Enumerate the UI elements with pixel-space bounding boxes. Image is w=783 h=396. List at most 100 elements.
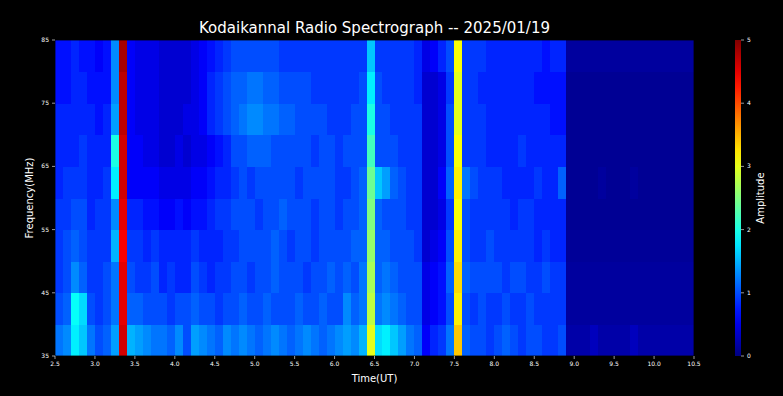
heatmap-cell <box>327 293 335 325</box>
heatmap-cell <box>582 230 590 262</box>
heatmap-cell <box>311 324 319 356</box>
x-tick-label: 4.0 <box>170 360 180 367</box>
heatmap-cell <box>239 324 247 356</box>
heatmap-cell <box>127 198 135 230</box>
heatmap-cell <box>486 166 494 198</box>
heatmap-cell <box>271 135 279 167</box>
heatmap-cell <box>135 230 143 262</box>
heatmap-cell <box>351 72 359 104</box>
heatmap-cell <box>207 198 215 230</box>
heatmap-cell <box>375 166 383 198</box>
heatmap-cell <box>319 230 327 262</box>
heatmap-cell <box>614 40 622 72</box>
heatmap-cell <box>462 230 470 262</box>
heatmap-cell <box>526 324 534 356</box>
heatmap-cell <box>462 324 470 356</box>
heatmap-cell <box>438 324 446 356</box>
heatmap-cell <box>55 324 63 356</box>
heatmap-cell <box>367 135 375 167</box>
heatmap-cell <box>191 103 199 135</box>
y-tick <box>52 166 55 167</box>
heatmap-cell <box>159 261 167 293</box>
heatmap-cell <box>630 261 638 293</box>
heatmap-cell <box>510 166 518 198</box>
heatmap-cell <box>183 261 191 293</box>
heatmap-cell <box>247 135 255 167</box>
heatmap-cell <box>494 72 502 104</box>
heatmap-cell <box>678 293 686 325</box>
heatmap-cell <box>103 103 111 135</box>
heatmap-cell <box>646 103 654 135</box>
heatmap-cell <box>534 230 542 262</box>
heatmap-cell <box>518 166 526 198</box>
heatmap-cell <box>343 198 351 230</box>
heatmap-cell <box>614 103 622 135</box>
heatmap-cell <box>335 230 343 262</box>
heatmap-cell <box>590 40 598 72</box>
x-tick <box>134 356 135 359</box>
heatmap-cell <box>430 166 438 198</box>
heatmap-cell <box>287 198 295 230</box>
heatmap-cell <box>287 230 295 262</box>
x-tick <box>214 356 215 359</box>
heatmap-cell <box>343 324 351 356</box>
heatmap-cell <box>63 324 71 356</box>
heatmap-cell <box>494 293 502 325</box>
heatmap-cell <box>127 293 135 325</box>
heatmap-cell <box>271 230 279 262</box>
heatmap-cell <box>359 230 367 262</box>
heatmap-cell <box>95 40 103 72</box>
x-tick <box>174 356 175 359</box>
heatmap-cell <box>566 293 574 325</box>
heatmap-cell <box>327 135 335 167</box>
heatmap-cell <box>670 293 678 325</box>
heatmap-cell <box>143 103 151 135</box>
heatmap-cell <box>351 166 359 198</box>
heatmap-cell <box>183 293 191 325</box>
heatmap-cell <box>127 166 135 198</box>
heatmap-cell <box>231 324 239 356</box>
heatmap-cell <box>319 40 327 72</box>
heatmap-cell <box>406 198 414 230</box>
heatmap-cell <box>151 72 159 104</box>
heatmap-cell <box>606 261 614 293</box>
colorbar-tick <box>741 166 744 167</box>
heatmap-cell <box>486 293 494 325</box>
heatmap-cell <box>622 135 630 167</box>
heatmap-cell <box>71 72 79 104</box>
x-tick-label: 7.5 <box>450 360 460 367</box>
heatmap-cell <box>327 103 335 135</box>
heatmap-cell <box>382 40 390 72</box>
heatmap-cell <box>454 40 462 72</box>
heatmap-cell <box>231 40 239 72</box>
heatmap-cell <box>215 135 223 167</box>
heatmap-cell <box>63 293 71 325</box>
heatmap-cell <box>454 103 462 135</box>
x-tick-label: 4.5 <box>210 360 220 367</box>
heatmap-cell <box>287 261 295 293</box>
heatmap-cell <box>191 324 199 356</box>
heatmap-cell <box>175 293 183 325</box>
heatmap-cell <box>646 230 654 262</box>
heatmap-cell <box>215 72 223 104</box>
heatmap-cell <box>319 72 327 104</box>
heatmap-cell <box>542 293 550 325</box>
heatmap-cell <box>207 324 215 356</box>
heatmap-cell <box>247 293 255 325</box>
heatmap-cell <box>510 40 518 72</box>
heatmap-cell <box>319 324 327 356</box>
heatmap-cell <box>287 324 295 356</box>
heatmap-cell <box>670 135 678 167</box>
x-tick-label: 5.0 <box>250 360 260 367</box>
x-axis-label: Time(UT) <box>351 373 398 384</box>
heatmap-cell <box>71 166 79 198</box>
heatmap-cell <box>462 198 470 230</box>
y-tick <box>52 292 55 293</box>
heatmap-cell <box>670 72 678 104</box>
heatmap-cell <box>295 135 303 167</box>
heatmap-cell <box>143 72 151 104</box>
heatmap-cell <box>422 166 430 198</box>
heatmap-cell <box>79 261 87 293</box>
heatmap-cell <box>438 166 446 198</box>
heatmap-cell <box>247 324 255 356</box>
